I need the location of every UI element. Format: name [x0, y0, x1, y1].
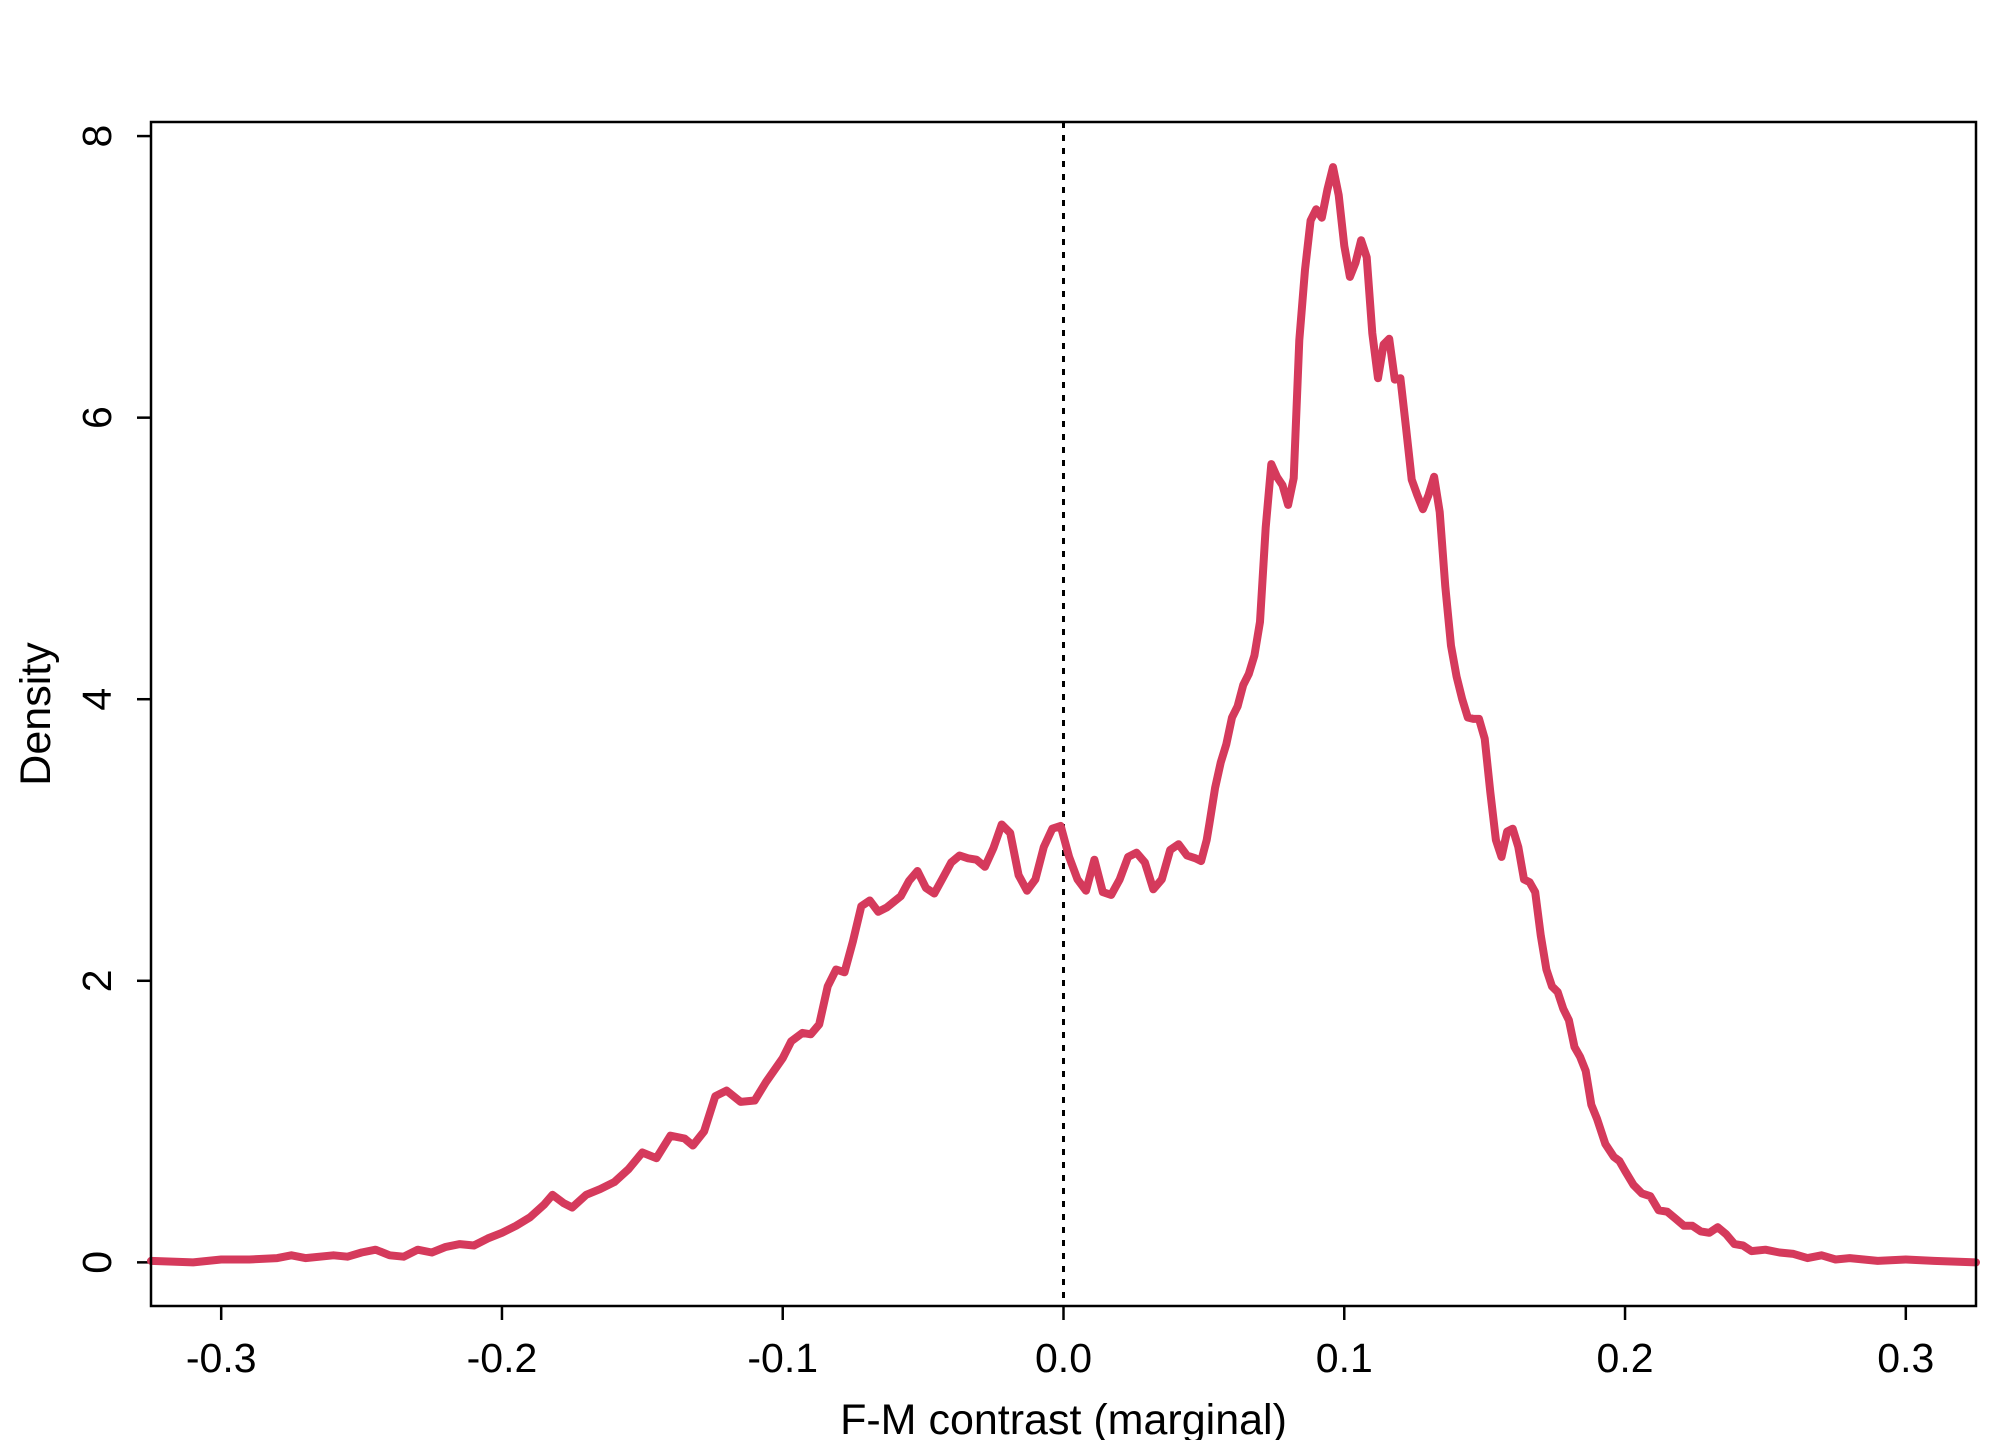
x-tick-label: 0.2	[1597, 1335, 1654, 1381]
density-curve	[147, 163, 1980, 1267]
x-tick-label: -0.1	[747, 1335, 818, 1381]
x-tick-label: 0.1	[1316, 1335, 1373, 1381]
x-tick-label: -0.2	[467, 1335, 538, 1381]
x-tick-label: 0.0	[1035, 1335, 1092, 1381]
y-tick-label: 2	[74, 969, 120, 992]
y-axis-title: Density	[12, 642, 60, 786]
x-tick-label: 0.3	[1877, 1335, 1934, 1381]
y-tick-label: 8	[74, 125, 120, 148]
x-tick-label: -0.3	[186, 1335, 257, 1381]
y-tick-label: 6	[74, 406, 120, 429]
y-tick-label: 4	[74, 688, 120, 711]
plot-frame	[149, 120, 1978, 1308]
y-axis: 0 2 4 6 8	[74, 125, 151, 1274]
y-tick-label: 0	[74, 1251, 120, 1274]
x-axis-title: F-M contrast (marginal)	[840, 1396, 1287, 1440]
x-axis: -0.3 -0.2 -0.1 0.0 0.1 0.2 0.3	[186, 1306, 1934, 1381]
